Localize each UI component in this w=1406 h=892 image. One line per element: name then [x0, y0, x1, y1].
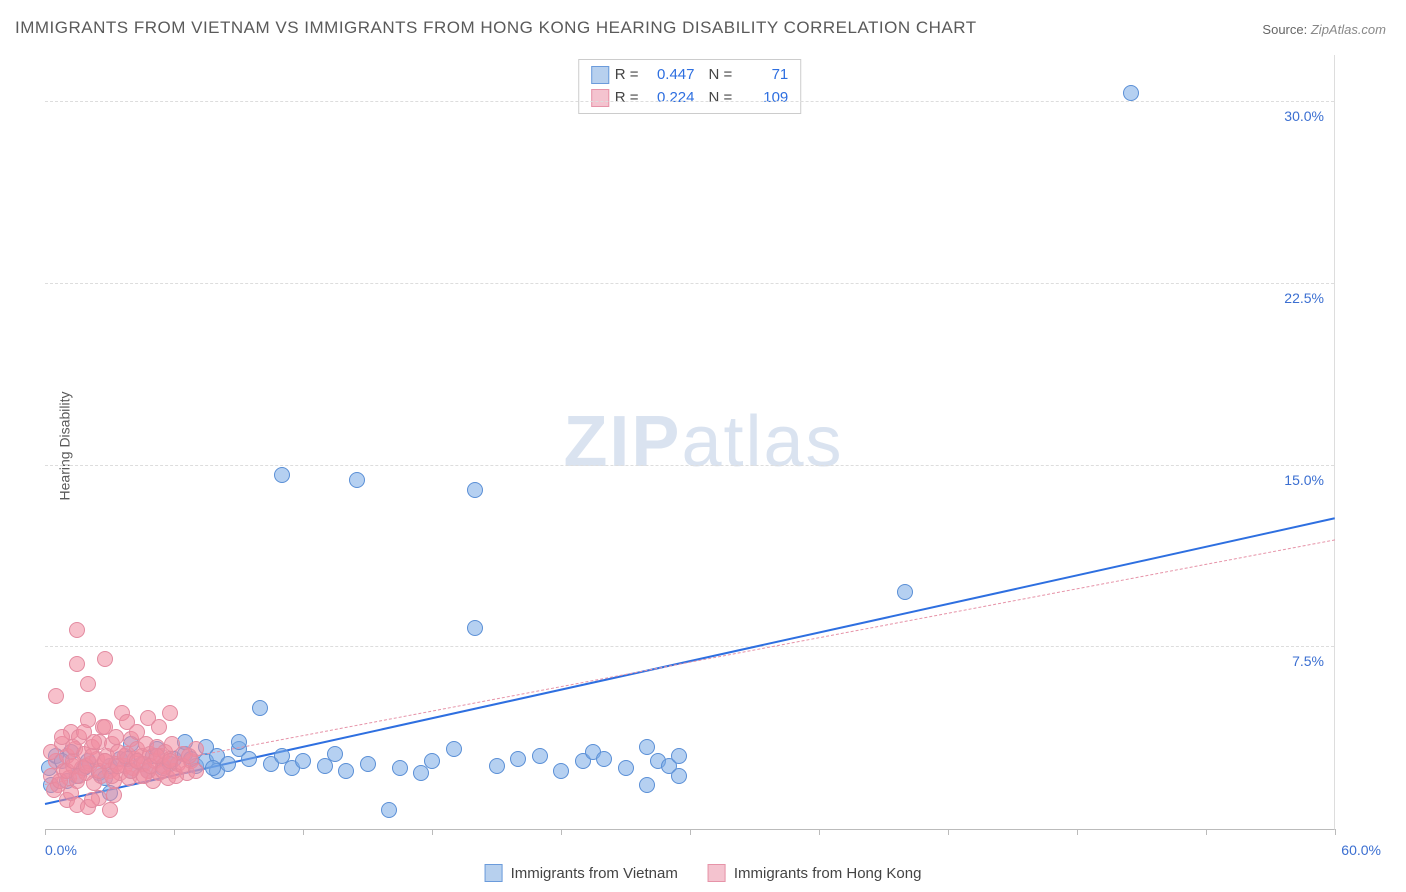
legend-label: Immigrants from Vietnam	[511, 865, 678, 882]
series-swatch	[591, 89, 609, 107]
chart-title: IMMIGRANTS FROM VIETNAM VS IMMIGRANTS FR…	[15, 18, 977, 38]
gridline	[45, 646, 1334, 647]
legend-item: Immigrants from Hong Kong	[708, 864, 922, 882]
data-point	[65, 739, 81, 755]
data-point	[639, 777, 655, 793]
r-label: R =	[615, 64, 639, 87]
data-point	[108, 729, 124, 745]
x-tick-label-max: 60.0%	[1341, 842, 1381, 858]
y-tick-label: 22.5%	[1284, 290, 1324, 306]
data-point	[106, 787, 122, 803]
data-point	[489, 758, 505, 774]
x-tick	[1335, 829, 1336, 835]
data-point	[467, 620, 483, 636]
data-point	[596, 751, 612, 767]
gridline	[45, 101, 1334, 102]
r-label: R =	[615, 87, 639, 110]
data-point	[295, 753, 311, 769]
data-point	[360, 756, 376, 772]
data-point	[618, 760, 634, 776]
n-value: 109	[738, 87, 788, 110]
data-point	[553, 763, 569, 779]
data-point	[69, 656, 85, 672]
data-point	[162, 705, 178, 721]
data-point	[252, 700, 268, 716]
bottom-legend: Immigrants from Vietnam Immigrants from H…	[485, 864, 922, 882]
series-swatch	[591, 66, 609, 84]
data-point	[671, 768, 687, 784]
data-point	[327, 746, 343, 762]
r-value: 0.447	[645, 64, 695, 87]
x-tick	[45, 829, 46, 835]
data-point	[897, 584, 913, 600]
n-label: N =	[709, 87, 733, 110]
gridline	[45, 283, 1334, 284]
y-tick-label: 15.0%	[1284, 472, 1324, 488]
data-point	[532, 748, 548, 764]
data-point	[446, 741, 462, 757]
watermark: ZIPatlas	[563, 401, 843, 483]
data-point	[467, 482, 483, 498]
gridline	[45, 465, 1334, 466]
data-point	[274, 467, 290, 483]
data-point	[188, 763, 204, 779]
data-point	[349, 472, 365, 488]
data-point	[97, 651, 113, 667]
data-point	[205, 760, 221, 776]
x-tick-label-min: 0.0%	[45, 842, 77, 858]
y-tick-label: 30.0%	[1284, 108, 1324, 124]
x-tick	[1077, 829, 1078, 835]
watermark-zip: ZIP	[563, 402, 681, 482]
source-label: Source:	[1262, 22, 1307, 37]
watermark-atlas: atlas	[681, 402, 843, 482]
n-label: N =	[709, 64, 733, 87]
correlation-stats-box: R = 0.447 N =71 R = 0.224 N =109	[578, 59, 802, 114]
legend-label: Immigrants from Hong Kong	[734, 865, 922, 882]
data-point	[80, 676, 96, 692]
data-point	[220, 756, 236, 772]
legend-item: Immigrants from Vietnam	[485, 864, 678, 882]
data-point	[510, 751, 526, 767]
x-tick	[948, 829, 949, 835]
data-point	[241, 751, 257, 767]
source-attribution: Source: ZipAtlas.com	[1262, 22, 1386, 37]
data-point	[102, 802, 118, 818]
data-point	[392, 760, 408, 776]
data-point	[639, 739, 655, 755]
data-point	[129, 724, 145, 740]
data-point	[671, 748, 687, 764]
data-point	[69, 622, 85, 638]
data-point	[63, 785, 79, 801]
x-tick	[303, 829, 304, 835]
data-point	[48, 688, 64, 704]
data-point	[151, 719, 167, 735]
source-value: ZipAtlas.com	[1311, 22, 1386, 37]
stats-row: R = 0.447 N =71	[591, 64, 789, 87]
plot-area: ZIPatlas R = 0.447 N =71 R = 0.224 N =109 7.5…	[45, 55, 1335, 830]
data-point	[381, 802, 397, 818]
stats-row: R = 0.224 N =109	[591, 87, 789, 110]
data-point	[43, 744, 59, 760]
x-tick	[174, 829, 175, 835]
x-tick	[1206, 829, 1207, 835]
data-point	[1123, 85, 1139, 101]
r-value: 0.224	[645, 87, 695, 110]
legend-swatch	[485, 864, 503, 882]
data-point	[424, 753, 440, 769]
n-value: 71	[738, 64, 788, 87]
y-tick-label: 7.5%	[1292, 653, 1324, 669]
data-point	[86, 734, 102, 750]
data-point	[338, 763, 354, 779]
x-tick	[690, 829, 691, 835]
x-tick	[819, 829, 820, 835]
x-tick	[561, 829, 562, 835]
legend-swatch	[708, 864, 726, 882]
x-tick	[432, 829, 433, 835]
data-point	[84, 792, 100, 808]
